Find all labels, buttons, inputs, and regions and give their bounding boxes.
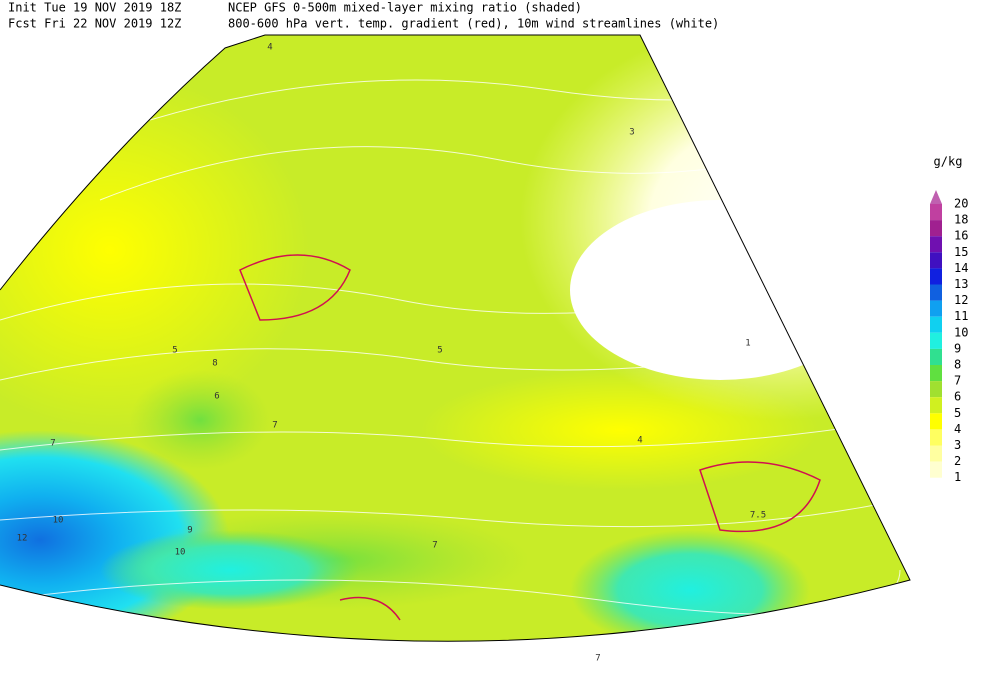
- colorbar-label: 7: [954, 374, 961, 388]
- colorbar-label: 12: [954, 293, 968, 307]
- contour-label: 7: [50, 439, 55, 449]
- contour-label: 4: [637, 436, 642, 446]
- contour-label: 8: [212, 359, 217, 369]
- colorbar-label: 3: [954, 438, 961, 452]
- colorbar-swatch: [930, 381, 942, 398]
- contour-label: 5: [172, 346, 177, 356]
- contour-label: 1: [745, 339, 750, 349]
- contour-label: 6: [214, 392, 219, 402]
- contour-label: 3: [629, 128, 634, 138]
- contour-label: 9: [187, 526, 192, 536]
- contour-label: 7: [272, 421, 277, 431]
- colorbar-swatch: [930, 365, 942, 382]
- colorbar-swatch: [930, 413, 942, 430]
- title: NCEP GFS 0-500m mixed-layer mixing ratio…: [228, 1, 582, 15]
- colorbar-label: 2: [954, 454, 961, 468]
- colorbar-swatch: [930, 220, 942, 237]
- init-label: Init Tue 19 NOV 2019 18Z: [8, 1, 181, 15]
- fcst-label: Fcst Fri 22 NOV 2019 12Z: [8, 17, 181, 31]
- colorbar-swatch: [930, 284, 942, 301]
- colorbar-swatch: [930, 429, 942, 446]
- colorbar-label: 10: [954, 325, 968, 339]
- colorbar-label: 11: [954, 309, 968, 323]
- colorbar-label: 5: [954, 406, 961, 420]
- colorbar-swatch: [930, 445, 942, 462]
- map-frame: [0, 34, 911, 642]
- colorbar-label: 14: [954, 261, 968, 275]
- colorbar-swatch: [930, 236, 942, 253]
- colorbar-swatch: [930, 204, 942, 221]
- contour-label: 10: [175, 548, 186, 558]
- colorbar-swatch: [930, 348, 942, 365]
- colorbar-label: 18: [954, 213, 968, 227]
- subtitle: 800-600 hPa vert. temp. gradient (red), …: [228, 17, 719, 31]
- colorbar-label: 1: [954, 470, 961, 484]
- colorbar-swatch: [930, 252, 942, 269]
- colorbar-label: 9: [954, 341, 961, 355]
- colorbar-label: 13: [954, 277, 968, 291]
- colorbar-label: 6: [954, 390, 961, 404]
- colorbar-label: 16: [954, 229, 968, 243]
- colorbar-unit: g/kg: [934, 155, 963, 169]
- colorbar-swatch: [930, 397, 942, 414]
- contour-label: 7.5: [750, 511, 766, 521]
- colorbar-swatch: [930, 268, 942, 285]
- colorbar-label: 4: [954, 422, 961, 436]
- colorbar-swatch: [930, 461, 942, 478]
- contour-label: 7: [595, 654, 600, 664]
- contour-label: 12: [17, 534, 28, 544]
- contour-label: 7: [432, 541, 437, 551]
- colorbar-swatch: [930, 300, 942, 317]
- colorbar-swatch: [930, 316, 942, 333]
- contour-label: 5: [437, 346, 442, 356]
- colorbar-swatch: [930, 332, 942, 349]
- colorbar-label: 15: [954, 245, 968, 259]
- contour-label: 4: [267, 43, 272, 53]
- contour-label: 10: [53, 516, 64, 526]
- colorbar-label: 20: [954, 197, 968, 211]
- colorbar-arrow: [930, 190, 942, 204]
- colorbar-label: 8: [954, 358, 961, 372]
